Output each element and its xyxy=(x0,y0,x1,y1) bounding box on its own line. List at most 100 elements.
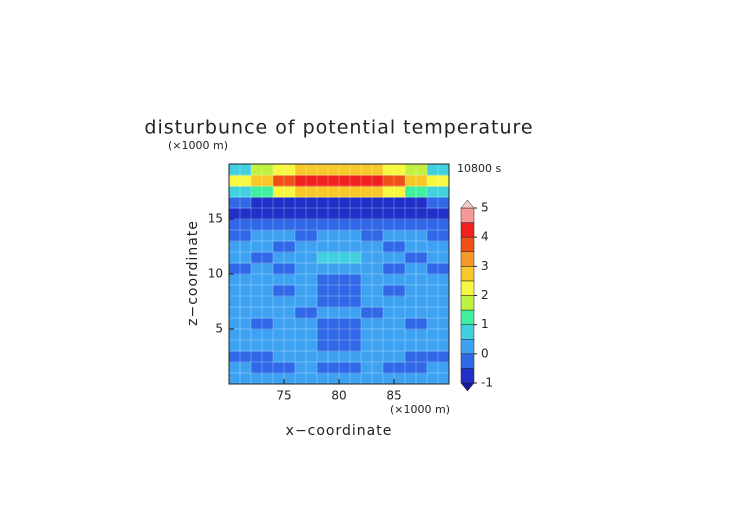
field-cell xyxy=(229,241,252,253)
field-cell xyxy=(361,175,384,187)
field-cell xyxy=(251,164,274,176)
field-cell xyxy=(427,186,450,198)
field-cell xyxy=(383,373,406,385)
field-cell xyxy=(383,362,406,374)
colorbar-segment xyxy=(460,295,475,311)
field-cell xyxy=(427,208,450,220)
field-cell xyxy=(383,230,406,242)
field-cell xyxy=(339,307,362,319)
field-cell xyxy=(317,230,340,242)
field-cell xyxy=(339,186,362,198)
field-cell xyxy=(251,219,274,231)
field-cell xyxy=(427,252,450,264)
field-cell xyxy=(317,164,340,176)
field-cell xyxy=(361,274,384,286)
field-cell xyxy=(405,274,428,286)
field-cell xyxy=(229,307,252,319)
field-cell xyxy=(361,219,384,231)
field-cell xyxy=(229,274,252,286)
field-cell xyxy=(383,252,406,264)
colorbar-segment xyxy=(460,353,475,369)
field-cell xyxy=(317,197,340,209)
field-cell xyxy=(273,186,296,198)
field-cell xyxy=(273,307,296,319)
field-cell xyxy=(251,340,274,352)
field-cell xyxy=(273,164,296,176)
field-cell xyxy=(317,307,340,319)
field-cell xyxy=(273,208,296,220)
field-cell xyxy=(405,252,428,264)
field-cell xyxy=(273,197,296,209)
field-cell xyxy=(273,230,296,242)
colorbar-tick-label: 0 xyxy=(481,346,489,360)
field-cell xyxy=(251,208,274,220)
field-cell xyxy=(317,373,340,385)
field-cell xyxy=(295,351,318,363)
field-cell xyxy=(317,285,340,297)
field-cell xyxy=(427,263,450,275)
field-cell xyxy=(229,164,252,176)
field-cell xyxy=(405,296,428,308)
field-cell xyxy=(339,230,362,242)
field-cell xyxy=(339,274,362,286)
y-tick-label: 10 xyxy=(208,267,223,281)
field-cell xyxy=(339,285,362,297)
field-cell xyxy=(229,329,252,341)
field-cell xyxy=(229,219,252,231)
colorbar-segment xyxy=(460,309,475,325)
field-cell xyxy=(405,373,428,385)
field-cell xyxy=(383,197,406,209)
colorbar-tick-label: 4 xyxy=(481,230,489,244)
field-cell xyxy=(427,340,450,352)
field-cell xyxy=(339,263,362,275)
field-cell xyxy=(317,263,340,275)
field-cell xyxy=(251,263,274,275)
field-cell xyxy=(273,175,296,187)
field-cell xyxy=(427,373,450,385)
field-cell xyxy=(361,208,384,220)
field-cell xyxy=(361,362,384,374)
field-cell xyxy=(427,307,450,319)
colorbar-segment xyxy=(460,368,475,384)
field-cell xyxy=(251,197,274,209)
field-cell xyxy=(317,296,340,308)
field-cell xyxy=(383,329,406,341)
field-cell xyxy=(427,362,450,374)
field-cell xyxy=(339,164,362,176)
field-cell xyxy=(229,175,252,187)
field-cell xyxy=(339,340,362,352)
field-cell xyxy=(383,351,406,363)
field-cell xyxy=(361,351,384,363)
field-cell xyxy=(295,274,318,286)
field-cell xyxy=(361,186,384,198)
field-cell xyxy=(251,186,274,198)
field-cell xyxy=(229,263,252,275)
field-cell xyxy=(405,307,428,319)
y-tick-label: 5 xyxy=(215,322,223,336)
field-cell xyxy=(273,373,296,385)
field-cell xyxy=(383,307,406,319)
colorbar-segment xyxy=(460,222,475,238)
field-cell xyxy=(251,329,274,341)
field-cell xyxy=(229,373,252,385)
field-cell xyxy=(405,329,428,341)
colorbar-under xyxy=(460,382,475,392)
field-cell xyxy=(405,219,428,231)
field-cell xyxy=(229,362,252,374)
field-cell xyxy=(427,175,450,187)
field-cell xyxy=(295,329,318,341)
colorbar-over xyxy=(460,199,475,209)
colorbar-segment xyxy=(460,324,475,340)
field-cell xyxy=(229,285,252,297)
field-cell xyxy=(427,318,450,330)
field-cell xyxy=(383,274,406,286)
field-cell xyxy=(295,296,318,308)
field-cell xyxy=(383,263,406,275)
field-cell xyxy=(427,219,450,231)
field-cell xyxy=(361,307,384,319)
colorbar-segment xyxy=(460,339,475,355)
field-cell xyxy=(427,241,450,253)
field-cell xyxy=(405,362,428,374)
field-cell xyxy=(273,340,296,352)
